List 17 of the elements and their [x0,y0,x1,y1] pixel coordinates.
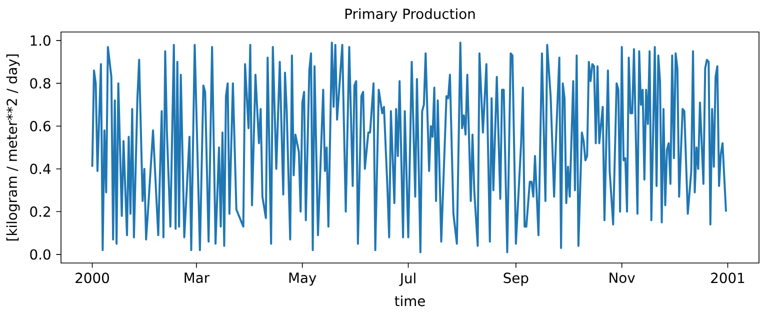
chart-title: Primary Production [345,8,475,22]
x-tick-label: 2001 [711,272,744,284]
y-tick-label: 0.0 [30,249,50,260]
x-tick-label: 2000 [76,272,109,284]
y-tick-label: 0.2 [30,206,50,217]
y-tick-label: 0.4 [30,164,51,174]
x-tick-label: Mar [184,272,210,283]
x-axis-title: time [394,295,425,306]
x-tick-label: Sep [504,272,528,286]
y-axis-title: [kilogram / meter**2 / day] [6,54,20,241]
line-series [91,42,728,254]
x-tick-label: Jul [399,272,416,286]
y-tick-label: 0.6 [30,120,50,132]
x-tick-label: May [289,272,316,286]
x-tick-label: Nov [610,272,635,283]
y-tick-label: 0.8 [30,78,50,89]
y-tick-label: 1.0 [30,35,50,46]
